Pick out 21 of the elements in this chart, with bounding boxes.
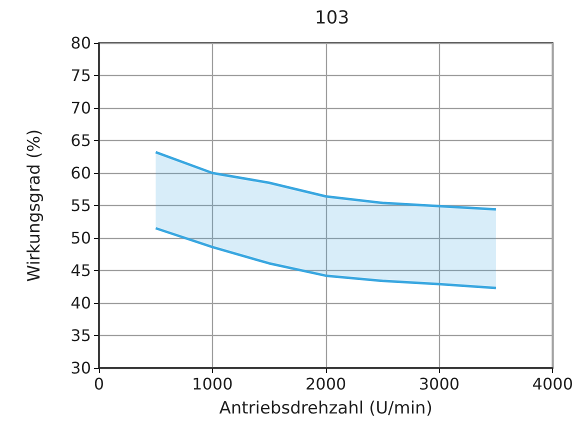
x-tick-label: 2000: [305, 374, 346, 394]
line-series: [154, 227, 498, 290]
x-tick-label: 0: [94, 374, 104, 394]
y-tick-label: 35: [70, 326, 91, 345]
chart-title: 103: [314, 8, 350, 28]
x-tick-label: 3000: [418, 374, 460, 394]
y-tick-label: 45: [70, 261, 91, 280]
y-tick-label: 75: [70, 66, 91, 85]
x-axis-title: Antriebsdrehzahl (U/min): [219, 398, 432, 418]
y-tick-label: 80: [70, 34, 91, 52]
y-tick-label: 70: [70, 98, 91, 118]
x-tick-label: 1000: [192, 374, 233, 394]
y-tick-label: 40: [70, 294, 91, 312]
x-tick-label: 4000: [532, 374, 573, 394]
y-tick-label: 55: [70, 196, 91, 215]
line-series: [154, 150, 498, 211]
y-tick-label: 30: [70, 358, 91, 378]
y-axis-title: Wirkungsgrad (%): [24, 129, 44, 282]
y-tick-label: 60: [70, 164, 91, 182]
y-tick-label: 50: [70, 228, 91, 248]
y-tick-label: 65: [70, 131, 91, 150]
